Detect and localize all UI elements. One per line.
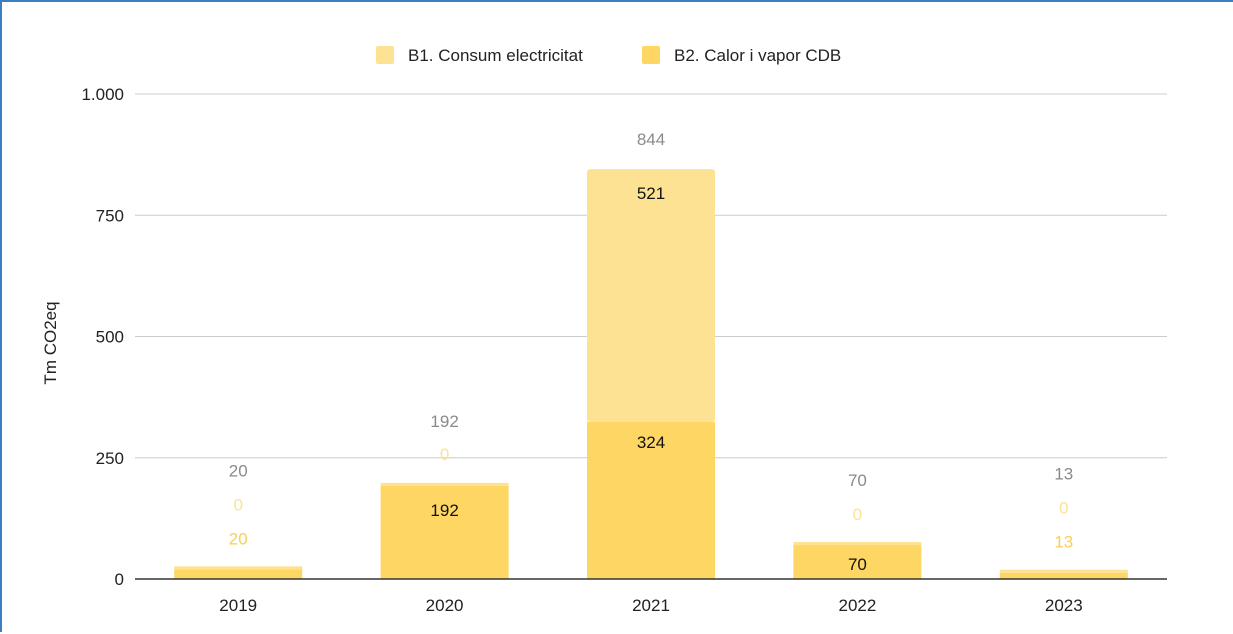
bar-label-b2: 70: [848, 555, 867, 574]
y-axis-label: Tm CO2eq: [41, 301, 60, 384]
bar-segment-b1: [793, 542, 922, 546]
bar-segment-b1: [587, 169, 715, 422]
legend-swatch: [642, 46, 660, 64]
x-tick-label: 2019: [219, 596, 257, 615]
legend-item: B2. Calor i vapor CDB: [642, 46, 841, 65]
legend-label: B2. Calor i vapor CDB: [674, 46, 841, 65]
legend-item: B1. Consum electricitat: [376, 46, 583, 65]
bar-total-label: 844: [637, 130, 665, 149]
bar-total-label: 13: [1054, 465, 1073, 484]
bar-segment-b2: [999, 572, 1128, 579]
bar-label-b2: 192: [430, 501, 458, 520]
y-axis-ticks: 0 250 500 750 1.000: [81, 85, 124, 589]
bar-label-b2: 324: [637, 433, 665, 452]
bar-segment-b2: [174, 569, 303, 579]
x-tick-label: 2023: [1045, 596, 1083, 615]
y-tick-label: 250: [96, 449, 124, 468]
x-tick-label: 2022: [838, 596, 876, 615]
x-tick-label: 2020: [426, 596, 464, 615]
bar-total-label: 70: [848, 471, 867, 490]
legend: B1. Consum electricitat B2. Calor i vapor…: [376, 46, 841, 65]
bar-segment-b1: [380, 482, 509, 486]
y-tick-label: 1.000: [81, 85, 124, 104]
legend-swatch: [376, 46, 394, 64]
bars: 20 0 20 192 0 192 521 324 844 70 0 70 13 0 13: [174, 130, 1128, 579]
bar-label-b1: 0: [440, 445, 449, 464]
y-tick-label: 0: [115, 570, 124, 589]
legend-label: B1. Consum electricitat: [408, 46, 583, 65]
bar-segment-b1: [999, 569, 1128, 573]
y-tick-label: 500: [96, 328, 124, 347]
bar-label-b1: 521: [637, 184, 665, 203]
bar-label-b1: 0: [853, 505, 862, 524]
bar-label-b2: 20: [229, 529, 248, 548]
bar-label-b1: 0: [233, 495, 242, 514]
bar-total-label: 192: [430, 412, 458, 431]
bar-label-b2: 13: [1054, 533, 1073, 552]
bar-segment-b2: [380, 485, 509, 579]
y-tick-label: 750: [96, 206, 124, 225]
bar-segment-b2: [587, 421, 715, 579]
bar-total-label: 20: [229, 461, 248, 480]
bar-segment-b1: [174, 566, 303, 570]
x-tick-label: 2021: [632, 596, 670, 615]
x-axis-ticks: 2019 2020 2021 2022 2023: [219, 596, 1082, 615]
bar-segment-b2: [793, 545, 922, 579]
bar-label-b1: 0: [1059, 499, 1068, 518]
